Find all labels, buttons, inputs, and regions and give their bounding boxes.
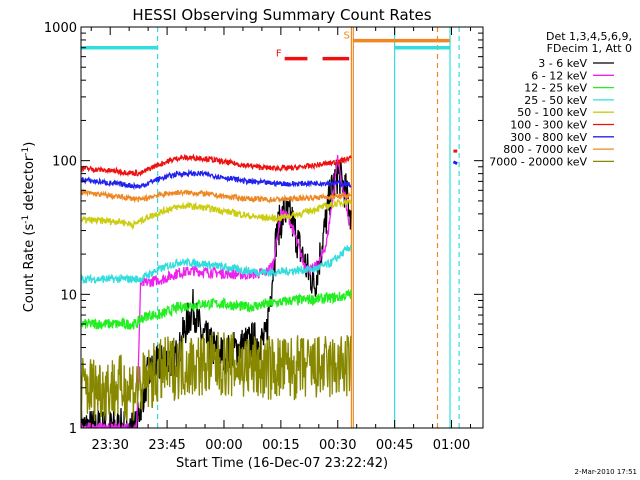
y-axis-label: Count Rate (s-1 detector-1): [21, 142, 37, 313]
flag-label-n: N: [71, 38, 78, 49]
x-tick-label-00-15: 00:15: [262, 438, 299, 453]
series-100-300-kev: [81, 153, 352, 177]
x-tick-label-23-30: 23:30: [91, 438, 128, 453]
legend-label-12-25-kev: 12 - 25 keV: [524, 82, 587, 95]
y-tick-label-10: 10: [60, 288, 77, 303]
series-7000-20000-kev: [81, 331, 352, 422]
x-tick-label-00-30: 00:30: [319, 438, 356, 453]
flag-label-f: F: [276, 49, 282, 60]
legend-label-3-6-kev: 3 - 6 keV: [538, 57, 587, 70]
series-50-100-kev: [81, 198, 352, 231]
series-25-50-kev: [81, 244, 352, 285]
x-tick-label-23-45: 23:45: [148, 438, 185, 453]
chart-title: HESSI Observing Summary Count Rates: [132, 6, 431, 24]
legend-label-6-12-kev: 6 - 12 keV: [531, 69, 587, 82]
legend-label-800-7000-kev: 800 - 7000 keV: [503, 143, 587, 156]
y-tick-label-1: 1: [69, 422, 77, 437]
legend-label-50-100-kev: 50 - 100 keV: [517, 106, 587, 119]
flag-label-s: S: [344, 31, 350, 42]
legend: Det 1,3,4,5,6,9, FDecim 1, Att 0 3 - 6 k…: [489, 30, 632, 168]
legend-header-line-1: Det 1,3,4,5,6,9,: [546, 30, 632, 43]
legend-label-25-50-kev: 25 - 50 keV: [524, 94, 587, 107]
legend-header-line-2: FDecim 1, Att 0: [547, 42, 632, 55]
x-axis-label: Start Time (16-Dec-07 23:22:42): [176, 456, 388, 471]
x-tick-label-00-00: 00:00: [205, 438, 242, 453]
legend-label-100-300-kev: 100 - 300 keV: [510, 119, 587, 132]
x-tick-label-00-45: 00:45: [376, 438, 413, 453]
series-300-800-kev: [81, 168, 352, 191]
footer-timestamp: 2-Mar-2010 17:51: [575, 468, 637, 476]
legend-label-300-800-kev: 300 - 800 keV: [510, 131, 587, 144]
series-tail-300-800-kev: [452, 160, 458, 165]
series-6-12-kev: [81, 155, 350, 428]
x-tick-label-01-00: 01:00: [433, 438, 470, 453]
series-12-25-kev: [81, 288, 352, 330]
plot-frame: [80, 26, 484, 429]
legend-label-7000-20000-kev: 7000 - 20000 keV: [489, 155, 587, 168]
series-800-7000-kev: [81, 188, 352, 204]
y-tick-label-100: 100: [52, 155, 77, 170]
y-tick-label-1000: 1000: [44, 21, 77, 36]
